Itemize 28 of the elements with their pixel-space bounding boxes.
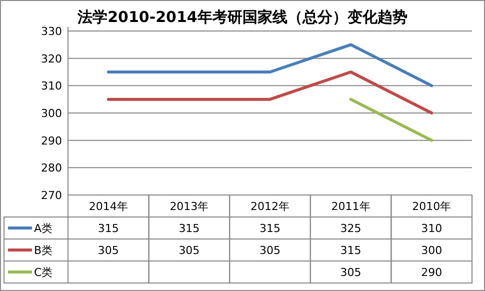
data-label: 305 bbox=[98, 244, 119, 257]
data-label: 310 bbox=[421, 222, 442, 235]
data-label: 315 bbox=[98, 222, 119, 235]
data-label: 315 bbox=[260, 222, 280, 235]
ytick: 310 bbox=[41, 80, 62, 93]
data-label: 325 bbox=[340, 222, 362, 235]
legend-label: C类 bbox=[34, 266, 53, 279]
data-label: 305 bbox=[260, 244, 280, 257]
data-label: 315 bbox=[340, 244, 362, 257]
legend-label: A类 bbox=[34, 222, 53, 235]
data-label: 305 bbox=[340, 266, 362, 279]
ytick: 300 bbox=[41, 107, 62, 120]
xtick: 2013年 bbox=[170, 200, 209, 213]
ytick: 330 bbox=[41, 25, 62, 38]
data-label: 315 bbox=[178, 222, 200, 235]
ytick: 290 bbox=[41, 134, 62, 148]
ytick: 270 bbox=[41, 189, 62, 202]
data-label: 290 bbox=[421, 266, 442, 279]
xtick: 2011年 bbox=[331, 200, 370, 213]
ytick: 280 bbox=[41, 162, 62, 175]
xtick: 2010年 bbox=[412, 200, 452, 213]
data-label: 305 bbox=[178, 244, 200, 257]
ytick: 320 bbox=[41, 52, 62, 66]
legend-label: B类 bbox=[34, 244, 53, 257]
xtick: 2012年 bbox=[250, 200, 290, 213]
data-label: 300 bbox=[421, 244, 442, 257]
xtick: 2014年 bbox=[88, 200, 128, 213]
title: 法学2010-2014年考研国家线（总分）变化趋势 bbox=[78, 8, 408, 26]
